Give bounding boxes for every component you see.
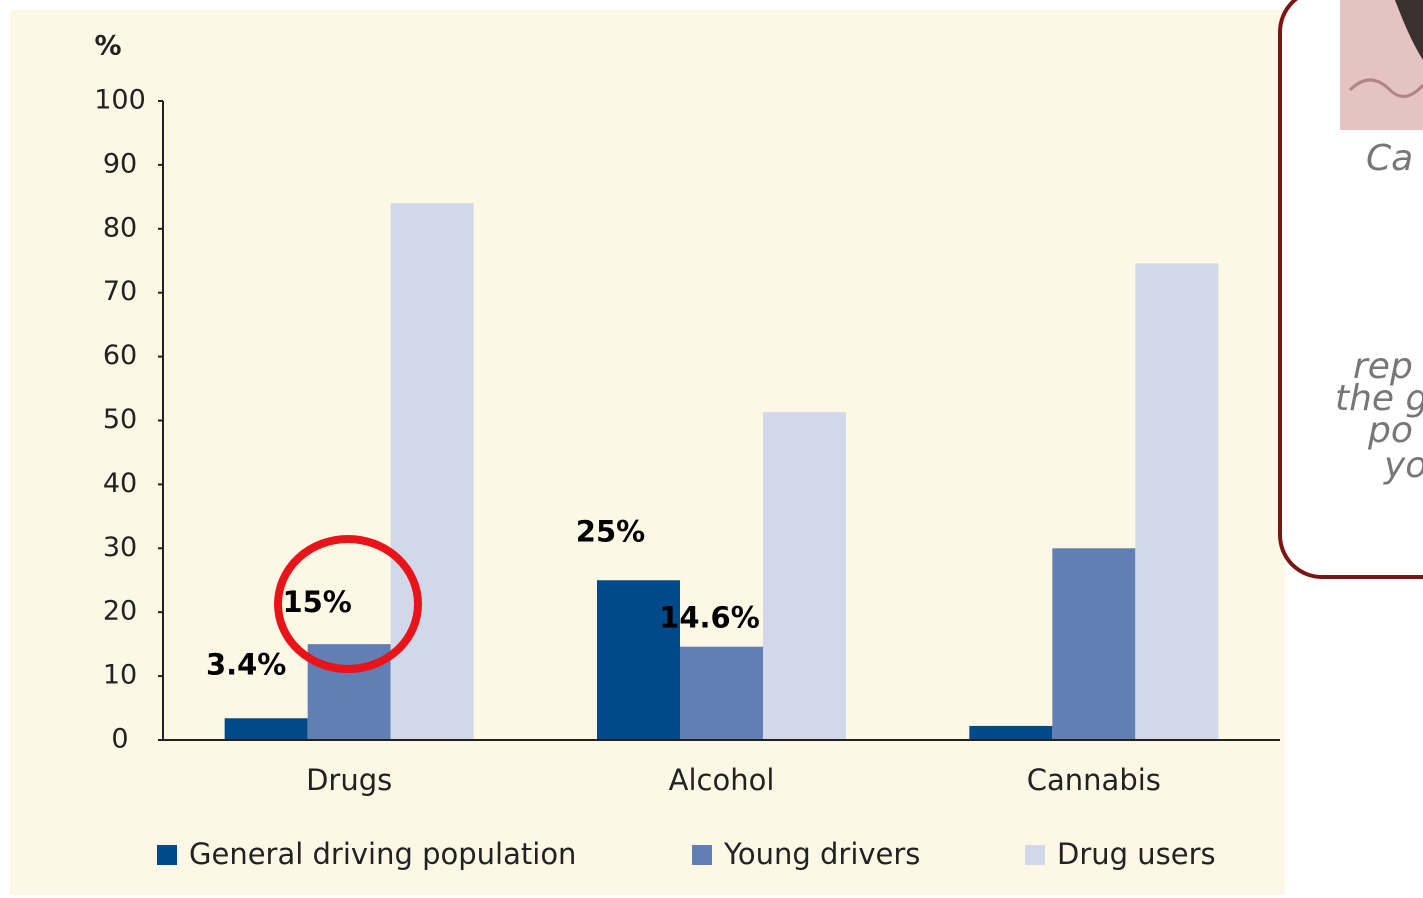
plot: 0 10 20 30 40 50 60 70 80 90 100 Drugs Alcohol Cannab… <box>94 85 1280 871</box>
callout-text: Ca <box>1366 138 1413 179</box>
highlight-circle <box>274 535 422 673</box>
callout-box <box>1278 0 1423 579</box>
x-tick-label: Cannabis <box>1027 763 1161 797</box>
y-tick-label: 60 <box>103 340 137 371</box>
x-tick-label: Drugs <box>306 763 392 797</box>
callout-text: po <box>1367 410 1413 451</box>
callout-text: the g <box>1335 378 1423 419</box>
y-tick-label: 0 <box>111 724 128 755</box>
value-label: 3.4% <box>206 647 286 681</box>
y-tick-label: 20 <box>103 596 137 627</box>
bar <box>763 412 846 740</box>
bar <box>597 580 680 740</box>
bar <box>1135 263 1219 740</box>
y-tick-label: 70 <box>103 276 137 307</box>
bar <box>224 718 308 740</box>
value-label: 14.6% <box>659 601 760 635</box>
y-tick-label: 30 <box>103 532 137 563</box>
bar <box>680 646 763 740</box>
legend-swatch <box>692 845 712 865</box>
y-tick-label: 100 <box>94 85 146 116</box>
y-tick-label: 80 <box>103 212 137 243</box>
chart-background <box>10 10 1285 895</box>
y-axis-label: % <box>94 31 121 62</box>
legend-swatch <box>157 845 177 865</box>
value-label: 25% <box>576 514 645 548</box>
bar <box>1052 548 1136 740</box>
callout-text: yo <box>1383 445 1423 486</box>
y-tick-label: 10 <box>103 660 137 691</box>
y-tick-label: 50 <box>103 404 137 435</box>
legend-swatch <box>1025 845 1045 865</box>
y-tick-label: 40 <box>103 468 137 499</box>
legend-label: General driving population <box>189 837 576 871</box>
bar <box>390 203 474 741</box>
legend-label: Drug users <box>1057 837 1216 871</box>
callout-image-detail <box>1348 78 1423 98</box>
y-tick-label: 90 <box>103 148 137 179</box>
bar <box>969 725 1053 740</box>
callout-text: rep <box>1353 346 1413 387</box>
value-label: 15% <box>282 585 351 619</box>
x-tick-label: Alcohol <box>669 763 775 797</box>
legend-label: Young drivers <box>723 837 920 871</box>
callout-image-detail <box>1395 0 1423 60</box>
